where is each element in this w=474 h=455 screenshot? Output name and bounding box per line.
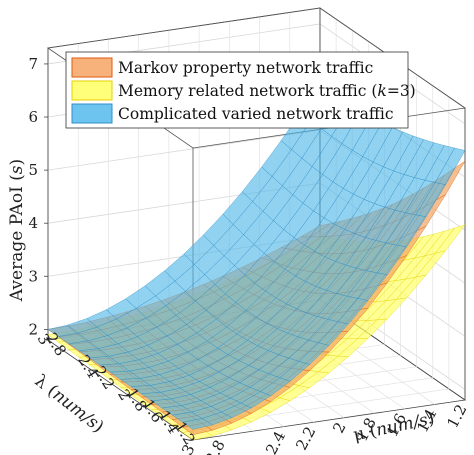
chart-surfaces	[47, 81, 466, 441]
legend-label-complicated: Complicated varied network traffic	[118, 105, 394, 123]
legend-swatch-markov	[71, 57, 113, 78]
z-tick-label: 3	[28, 267, 38, 285]
surface-patch	[182, 418, 213, 430]
z-tick-label: 4	[28, 214, 38, 232]
mu-tick-label: 2.8	[202, 437, 229, 455]
legend-label-memory: Memory related network traffic (k=3)	[118, 82, 416, 100]
legend-label-markov: Markov property network traffic	[118, 59, 373, 77]
legend: Markov property network traffic Memory r…	[65, 51, 416, 129]
mu-tick-label: 2.4	[262, 428, 289, 455]
mu-tick-label: 2.2	[292, 424, 319, 454]
legend-swatch-memory	[71, 80, 113, 101]
z-tick-label: 5	[28, 161, 38, 179]
z-tick-label: 6	[28, 108, 38, 126]
legend-box	[65, 51, 409, 129]
z-axis-label: Average PAoI (s)	[7, 159, 27, 302]
mu-tick-label: 2	[329, 419, 349, 436]
z-tick-label: 2	[28, 320, 38, 338]
z-tick-label: 7	[28, 55, 38, 73]
legend-swatch-complicated	[71, 103, 113, 124]
mu-tick-label: 1.2	[443, 401, 470, 431]
